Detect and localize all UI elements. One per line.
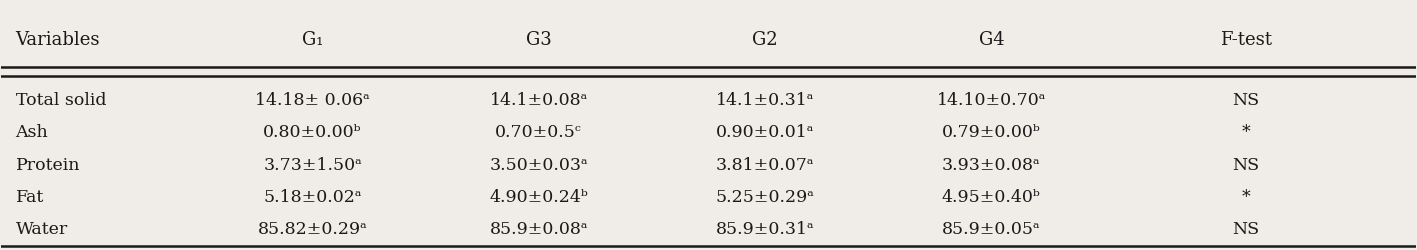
Text: F-test: F-test [1220, 31, 1272, 49]
Text: Fat: Fat [16, 188, 44, 205]
Text: NS: NS [1233, 156, 1260, 173]
Text: 14.10±0.70ᵃ: 14.10±0.70ᵃ [937, 92, 1046, 109]
Text: 0.79±0.00ᵇ: 0.79±0.00ᵇ [942, 124, 1040, 141]
Text: 14.1±0.31ᵃ: 14.1±0.31ᵃ [716, 92, 815, 109]
Text: NS: NS [1233, 92, 1260, 109]
Text: *: * [1241, 124, 1250, 141]
Text: NS: NS [1233, 220, 1260, 237]
Text: G₁: G₁ [302, 31, 323, 49]
Text: 14.1±0.08ᵃ: 14.1±0.08ᵃ [490, 92, 588, 109]
Text: 3.93±0.08ᵃ: 3.93±0.08ᵃ [942, 156, 1040, 173]
Text: Protein: Protein [16, 156, 79, 173]
Text: Water: Water [16, 220, 68, 237]
Text: 0.90±0.01ᵃ: 0.90±0.01ᵃ [716, 124, 815, 141]
Text: 3.73±1.50ᵃ: 3.73±1.50ᵃ [264, 156, 361, 173]
Text: 14.18± 0.06ᵃ: 14.18± 0.06ᵃ [255, 92, 370, 109]
Text: G4: G4 [979, 31, 1005, 49]
Text: G3: G3 [526, 31, 551, 49]
Text: 85.9±0.05ᵃ: 85.9±0.05ᵃ [942, 220, 1040, 237]
Text: 0.70±0.5ᶜ: 0.70±0.5ᶜ [496, 124, 582, 141]
Text: 85.9±0.31ᵃ: 85.9±0.31ᵃ [716, 220, 815, 237]
Text: 4.90±0.24ᵇ: 4.90±0.24ᵇ [489, 188, 588, 205]
Text: Total solid: Total solid [16, 92, 106, 109]
Text: *: * [1241, 188, 1250, 205]
Text: 85.82±0.29ᵃ: 85.82±0.29ᵃ [258, 220, 367, 237]
Text: G2: G2 [752, 31, 778, 49]
Text: 3.81±0.07ᵃ: 3.81±0.07ᵃ [716, 156, 815, 173]
Text: 5.18±0.02ᵃ: 5.18±0.02ᵃ [264, 188, 361, 205]
Text: Ash: Ash [16, 124, 48, 141]
Text: 0.80±0.00ᵇ: 0.80±0.00ᵇ [264, 124, 361, 141]
Text: 4.95±0.40ᵇ: 4.95±0.40ᵇ [942, 188, 1040, 205]
Text: Variables: Variables [16, 31, 101, 49]
Text: 5.25±0.29ᵃ: 5.25±0.29ᵃ [716, 188, 815, 205]
Text: 3.50±0.03ᵃ: 3.50±0.03ᵃ [489, 156, 588, 173]
Text: 85.9±0.08ᵃ: 85.9±0.08ᵃ [489, 220, 588, 237]
